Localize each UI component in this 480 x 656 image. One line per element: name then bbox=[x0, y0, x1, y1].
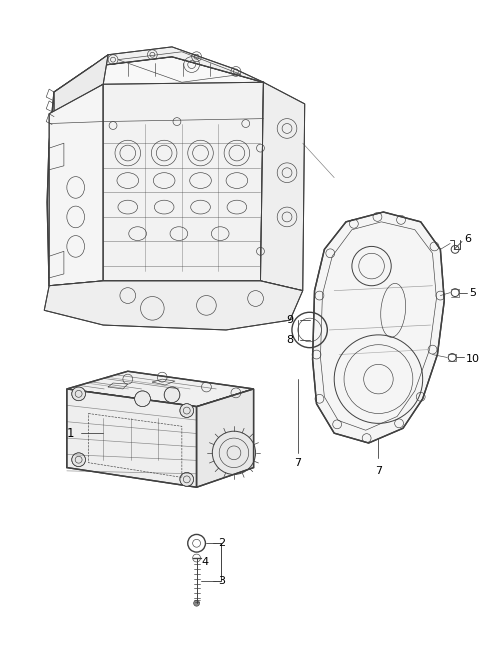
Polygon shape bbox=[261, 82, 305, 291]
Text: 7: 7 bbox=[375, 466, 382, 476]
Circle shape bbox=[72, 387, 85, 401]
Polygon shape bbox=[54, 54, 108, 113]
Circle shape bbox=[180, 403, 193, 417]
Text: 4: 4 bbox=[201, 557, 208, 567]
Text: 5: 5 bbox=[469, 287, 476, 298]
Circle shape bbox=[135, 391, 150, 407]
Circle shape bbox=[164, 387, 180, 403]
Text: 9: 9 bbox=[286, 315, 293, 325]
Text: 2: 2 bbox=[218, 539, 225, 548]
Text: 3: 3 bbox=[218, 575, 225, 586]
Circle shape bbox=[180, 472, 193, 486]
Polygon shape bbox=[67, 371, 253, 407]
Polygon shape bbox=[312, 212, 444, 443]
Text: 10: 10 bbox=[466, 354, 480, 365]
Polygon shape bbox=[49, 84, 103, 286]
Text: 8: 8 bbox=[286, 335, 293, 345]
Circle shape bbox=[72, 453, 85, 466]
Polygon shape bbox=[47, 56, 264, 316]
Polygon shape bbox=[91, 47, 264, 82]
Text: 7: 7 bbox=[294, 458, 301, 468]
Polygon shape bbox=[44, 281, 303, 330]
Text: 6: 6 bbox=[464, 234, 471, 243]
Circle shape bbox=[193, 600, 200, 606]
Polygon shape bbox=[103, 82, 264, 281]
Polygon shape bbox=[197, 389, 253, 487]
Polygon shape bbox=[67, 389, 197, 487]
Text: 1: 1 bbox=[66, 426, 74, 440]
